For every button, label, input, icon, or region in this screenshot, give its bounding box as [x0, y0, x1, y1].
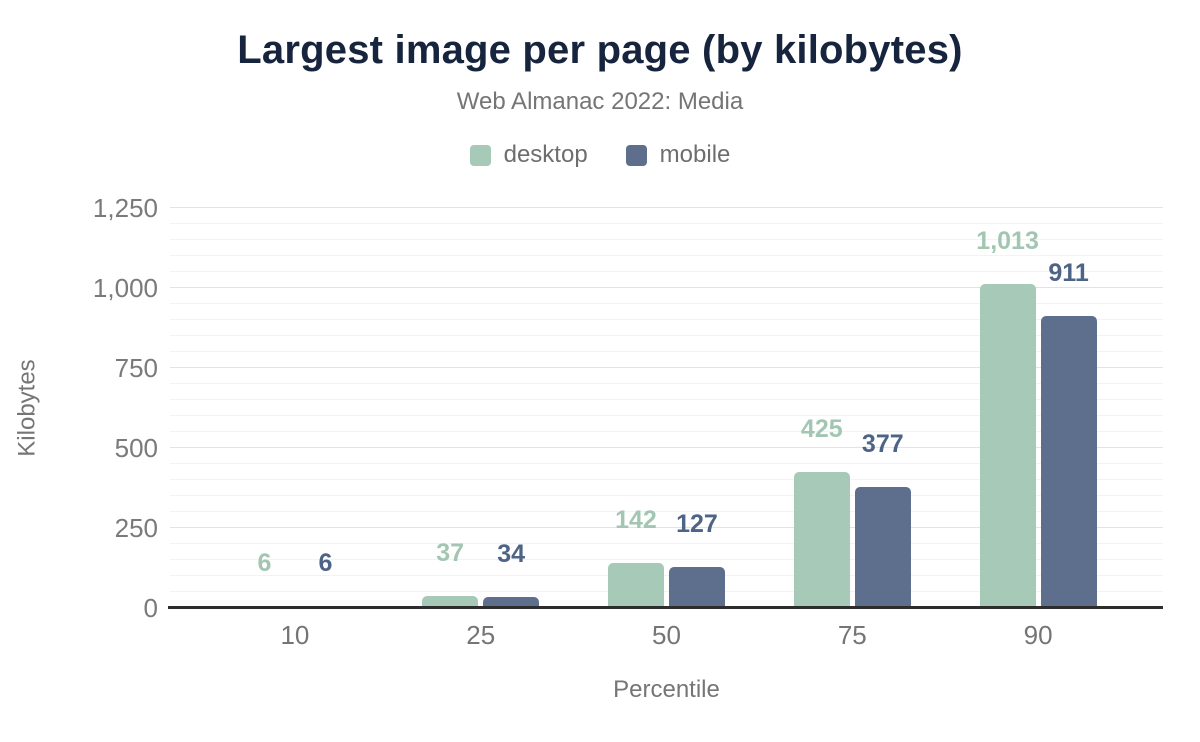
- legend-item-mobile[interactable]: mobile: [625, 141, 731, 169]
- bar-desktop-p90[interactable]: 1,013: [976, 228, 1039, 608]
- bar-group-90: 1,013 911: [945, 208, 1131, 608]
- gridline-major-500: [170, 447, 1163, 448]
- gridline-major-750: [170, 367, 1163, 368]
- gridline-minor-450: [170, 463, 1163, 464]
- x-tick-label-75: 75: [837, 620, 867, 650]
- gridline-minor-350: [170, 495, 1163, 496]
- bar-mobile-p25[interactable]: 34: [483, 542, 540, 608]
- bar-value-label-desktop-p50: 142: [615, 505, 657, 534]
- legend-label-desktop: desktop: [503, 141, 588, 168]
- y-tick-label-250: 250: [114, 513, 158, 543]
- gridline-major-250: [170, 527, 1163, 528]
- y-tick-label-750: 750: [114, 353, 158, 383]
- gridline-minor-300: [170, 511, 1163, 512]
- bar-mobile-p50[interactable]: 127: [668, 512, 725, 608]
- x-axis-title: Percentile: [613, 676, 720, 703]
- gridline-minor-1200: [170, 223, 1163, 224]
- x-axis-ticks: 10 25 50 75 90: [170, 620, 1163, 651]
- bar-group-75: 425 377: [759, 208, 945, 608]
- bar-value-label-desktop-p90: 1,013: [976, 226, 1039, 255]
- gridline-minor-900: [170, 319, 1163, 320]
- gridline-minor-700: [170, 383, 1163, 384]
- gridline-minor-550: [170, 431, 1163, 432]
- bar-value-label-desktop-p25: 37: [436, 539, 465, 568]
- gridline-minor-400: [170, 479, 1163, 480]
- plot-area: 6 6 37 34 142 127 425 377 1,013 911: [170, 207, 1163, 608]
- gridline-major-1000: [170, 287, 1163, 288]
- bar-mobile-p75[interactable]: 377: [854, 432, 911, 608]
- legend-label-mobile: mobile: [659, 141, 731, 168]
- gridline-minor-1150: [170, 239, 1163, 240]
- x-tick-label-10: 10: [280, 620, 310, 650]
- y-tick-label-1000: 1,000: [92, 273, 158, 303]
- bar-desktop-p75[interactable]: 425: [793, 417, 850, 608]
- bar-value-label-desktop-p75: 425: [800, 415, 843, 443]
- legend-item-desktop[interactable]: desktop: [469, 141, 588, 169]
- bar-value-label-mobile-p90: 911: [1048, 259, 1089, 288]
- legend-swatch-mobile: [625, 144, 647, 166]
- chart-subtitle: Web Almanac 2022: Media: [456, 88, 744, 115]
- gridline-minor-1050: [170, 271, 1163, 272]
- bar-desktop-p50[interactable]: 142: [607, 507, 664, 608]
- y-axis-ticks: 0 250 500 750 1,000 1,250: [0, 195, 158, 621]
- gridline-minor-800: [170, 351, 1163, 352]
- bar-value-label-mobile-p10: 6: [318, 549, 333, 578]
- gridline-minor-50: [170, 591, 1163, 592]
- bar-value-label-mobile-p50: 127: [676, 510, 718, 539]
- y-tick-label-1250: 1,250: [92, 193, 158, 223]
- chart-title: Largest image per page (by kilobytes): [237, 28, 963, 72]
- bar-value-label-mobile-p25: 34: [497, 540, 526, 569]
- bar-value-label-desktop-p10: 6: [257, 549, 272, 578]
- bar-group-50: 142 127: [574, 208, 760, 608]
- legend-swatch-desktop: [469, 144, 491, 166]
- gridline-minor-1100: [170, 255, 1163, 256]
- bar-group-25: 37 34: [388, 208, 574, 608]
- x-tick-label-25: 25: [466, 620, 496, 650]
- y-tick-label-0: 0: [143, 593, 158, 623]
- gridline-minor-150: [170, 559, 1163, 560]
- bar-desktop-p25[interactable]: 37: [422, 541, 479, 608]
- legend: desktop mobile: [0, 141, 1200, 169]
- gridline-minor-650: [170, 399, 1163, 400]
- x-tick-label-90: 90: [1023, 620, 1053, 650]
- gridline-minor-600: [170, 415, 1163, 416]
- x-tick-label-50: 50: [652, 620, 681, 650]
- gridline-minor-850: [170, 335, 1163, 336]
- gridline-major-1250: [170, 207, 1163, 208]
- bar-value-label-mobile-p75: 377: [861, 430, 904, 459]
- x-axis-line: [168, 606, 1163, 609]
- gridline-minor-100: [170, 575, 1163, 576]
- bar-mobile-p90[interactable]: 911: [1040, 261, 1097, 608]
- y-tick-label-500: 500: [114, 433, 158, 463]
- gridline-minor-200: [170, 543, 1163, 544]
- gridline-minor-950: [170, 303, 1163, 304]
